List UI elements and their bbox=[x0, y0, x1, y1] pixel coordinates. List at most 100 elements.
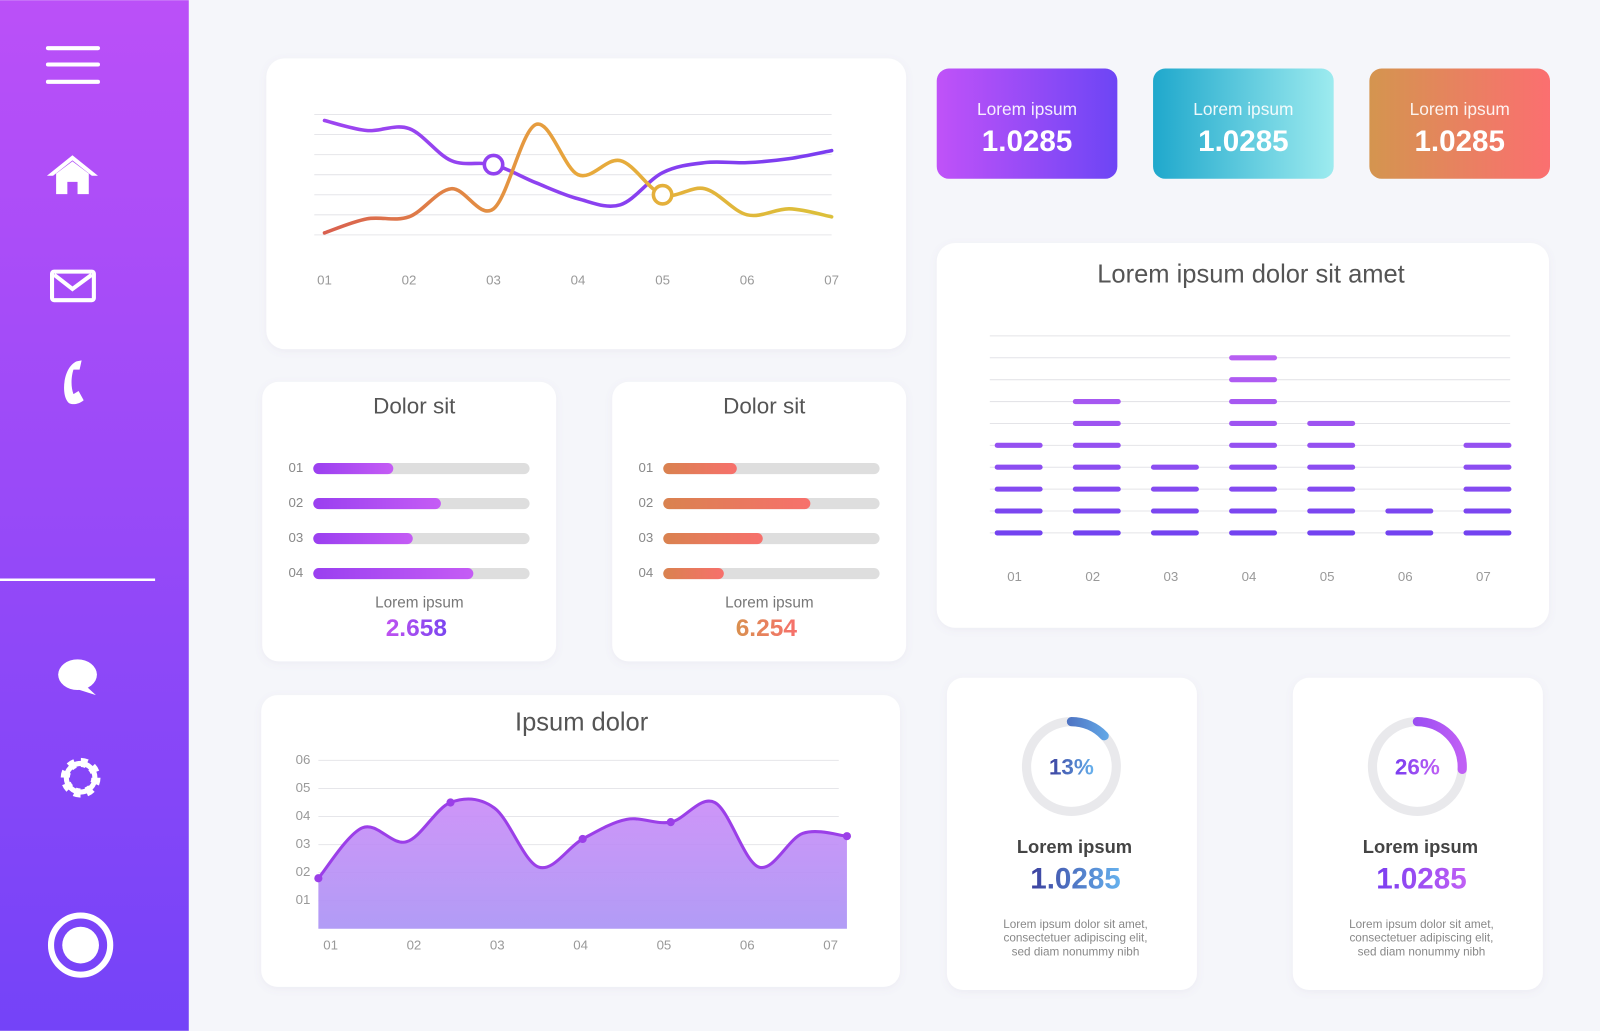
donut-description: Lorem ipsum dolor sit amet, bbox=[1349, 918, 1494, 931]
bar-segment bbox=[994, 442, 1043, 448]
y-tick-label: 02 bbox=[296, 864, 311, 879]
area-marker bbox=[666, 818, 675, 827]
donut-arc bbox=[1021, 717, 1121, 817]
x-tick-label: 02 bbox=[1085, 569, 1100, 584]
x-tick-label: 02 bbox=[402, 272, 417, 287]
line bbox=[322, 122, 834, 235]
donut-description: sed diam nonummy nibh bbox=[1012, 945, 1140, 958]
stat-label: Lorem ipsum bbox=[1193, 99, 1293, 119]
donut-description: sed diam nonummy nibh bbox=[1358, 945, 1486, 958]
line-marker bbox=[482, 153, 505, 176]
donut-label: 13% bbox=[1049, 754, 1094, 779]
bar-segment bbox=[1229, 442, 1278, 448]
bar bbox=[1229, 355, 1278, 536]
sidebar bbox=[0, 0, 189, 1031]
line-marker bbox=[651, 183, 674, 206]
phone-icon[interactable] bbox=[64, 360, 84, 405]
bar-segment bbox=[1463, 508, 1512, 514]
row-label: 04 bbox=[289, 565, 304, 580]
stat-card[interactable] bbox=[1369, 68, 1550, 179]
progress-bar bbox=[313, 567, 474, 580]
progress-bar bbox=[663, 462, 737, 475]
bar-segment bbox=[1463, 442, 1512, 448]
bar-segment bbox=[1150, 486, 1199, 492]
mail-icon[interactable] bbox=[49, 269, 96, 303]
bar-segment bbox=[1307, 464, 1356, 470]
settings-icon[interactable] bbox=[60, 757, 101, 798]
line bbox=[322, 118, 834, 208]
donut-arc bbox=[1367, 717, 1467, 817]
row-label: 02 bbox=[289, 495, 304, 510]
bar-segment bbox=[1072, 508, 1121, 514]
bar bbox=[1150, 464, 1199, 536]
y-tick-label: 03 bbox=[296, 836, 311, 851]
x-tick-label: 03 bbox=[490, 938, 505, 953]
x-tick-label: 06 bbox=[740, 938, 755, 953]
bar-segment bbox=[1072, 530, 1121, 536]
x-tick-label: 05 bbox=[657, 938, 672, 953]
bar-segment bbox=[1072, 442, 1121, 448]
bar bbox=[994, 442, 1043, 536]
bar-segment bbox=[1229, 508, 1278, 514]
x-tick-label: 07 bbox=[824, 272, 839, 287]
progress-bar bbox=[313, 497, 441, 510]
footer-label: Lorem ipsum bbox=[725, 594, 813, 611]
row-label: 03 bbox=[639, 530, 654, 545]
bar-segment bbox=[994, 464, 1043, 470]
x-tick-label: 02 bbox=[407, 938, 422, 953]
stat-value: 1.0285 bbox=[982, 125, 1072, 158]
row-label: 03 bbox=[289, 530, 304, 545]
bar-segment bbox=[1229, 530, 1278, 536]
bar bbox=[1072, 399, 1121, 536]
bar-segment bbox=[1229, 420, 1278, 427]
stat-label: Lorem ipsum bbox=[977, 99, 1077, 119]
bar-segment bbox=[1072, 486, 1121, 492]
y-tick-label: 04 bbox=[296, 808, 311, 823]
chart-title: Ipsum dolor bbox=[515, 708, 649, 736]
x-tick-label: 06 bbox=[740, 272, 755, 287]
home-icon[interactable] bbox=[46, 155, 98, 195]
donut-label: 26% bbox=[1395, 754, 1440, 779]
area bbox=[318, 798, 847, 929]
progress-bar bbox=[313, 532, 413, 545]
donut-description: consectetuer adipiscing elit, bbox=[1349, 932, 1493, 945]
footer-label: Lorem ipsum bbox=[375, 594, 463, 611]
x-tick-label: 05 bbox=[655, 272, 670, 287]
x-tick-label: 04 bbox=[573, 938, 588, 953]
donut-amount: 1.0285 bbox=[1376, 863, 1466, 896]
progress-bar bbox=[663, 497, 811, 510]
bar-segment bbox=[1072, 399, 1121, 405]
progress-card bbox=[612, 381, 907, 662]
line-card bbox=[266, 58, 907, 350]
stat-card[interactable] bbox=[1153, 68, 1334, 179]
row-label: 04 bbox=[639, 565, 654, 580]
bar-segment bbox=[1150, 464, 1199, 470]
x-tick-label: 07 bbox=[823, 938, 838, 953]
x-tick-label: 04 bbox=[571, 272, 586, 287]
donut-title: Lorem ipsum bbox=[1017, 836, 1132, 857]
menu-icon[interactable] bbox=[45, 46, 101, 84]
x-tick-label: 03 bbox=[1163, 569, 1178, 584]
area-marker bbox=[446, 798, 455, 807]
record-icon[interactable] bbox=[47, 912, 114, 978]
chat-icon[interactable] bbox=[58, 659, 97, 696]
bar-segment bbox=[1150, 530, 1199, 536]
x-tick-label: 04 bbox=[1242, 569, 1257, 584]
bar bbox=[1385, 508, 1434, 536]
bar-segment bbox=[1229, 464, 1278, 470]
x-tick-label: 07 bbox=[1476, 569, 1491, 584]
area-marker bbox=[578, 834, 587, 844]
stat-card[interactable] bbox=[936, 68, 1118, 179]
area-marker bbox=[314, 874, 323, 883]
x-tick-label: 01 bbox=[317, 272, 332, 287]
bar-segment bbox=[1307, 420, 1356, 427]
progress-card bbox=[262, 381, 557, 662]
progress-bar bbox=[663, 532, 763, 545]
donut-card bbox=[946, 677, 1197, 990]
y-tick-label: 01 bbox=[296, 892, 311, 907]
bar-segment bbox=[1307, 530, 1356, 536]
bar-segment bbox=[1072, 464, 1121, 470]
row-label: 02 bbox=[639, 495, 654, 510]
x-tick-label: 06 bbox=[1398, 569, 1413, 584]
